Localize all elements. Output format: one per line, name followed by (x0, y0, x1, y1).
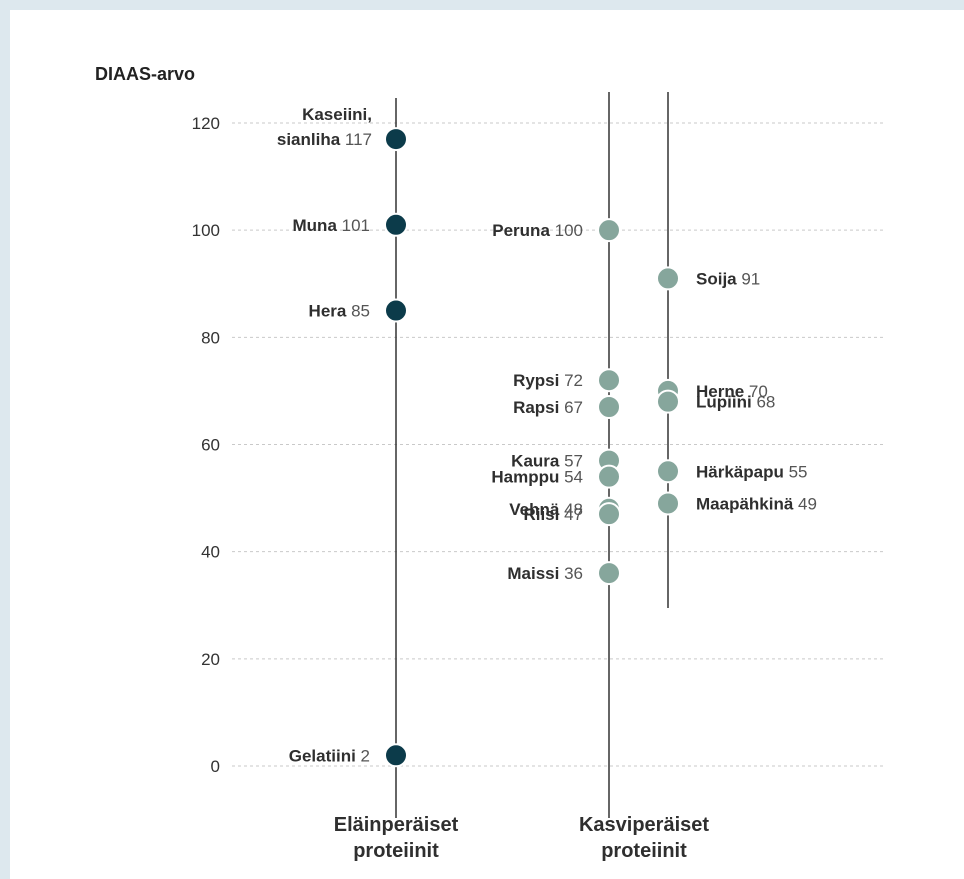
data-label: Maissi 36 (507, 564, 583, 583)
data-label: Vehnä 48 (509, 500, 583, 519)
data-labels: Kaseiini, sianliha 117 Muna 101 Hera 85 Gela… (277, 105, 817, 765)
data-point (597, 394, 621, 419)
y-tick-label: 80 (201, 328, 220, 347)
data-label: Peruna 100 (492, 221, 583, 240)
data-point (597, 561, 621, 586)
data-label: Kaseiini, (302, 105, 372, 124)
data-point (656, 266, 680, 291)
data-point (384, 743, 408, 768)
data-label: Riisi 47 (523, 505, 583, 524)
data-point (656, 491, 680, 516)
data-point (656, 389, 680, 414)
category-label: proteiinit (353, 840, 439, 862)
y-axis-label: DIAAS-arvo (95, 64, 195, 84)
data-point (597, 218, 621, 243)
data-label: sianliha 117 (277, 130, 372, 149)
data-label: Gelatiini 2 (289, 746, 370, 765)
data-label: Soija 91 (696, 269, 760, 288)
data-label: Hera 85 (309, 302, 370, 321)
data-point (656, 459, 680, 484)
data-point (384, 212, 408, 237)
data-point (597, 502, 621, 527)
y-tick-label: 100 (192, 221, 220, 240)
y-tick-label: 120 (192, 114, 220, 133)
data-label: Hamppu 54 (491, 468, 583, 487)
data-label: Herne 70 (696, 382, 768, 401)
chart-card: DIAAS-arvo 0 20 40 60 80 100 120 Kaseiini, sian… (10, 10, 964, 879)
data-label: Rypsi 72 (513, 371, 583, 390)
data-label: Muna 101 (293, 216, 370, 235)
data-label: Härkäpapu 55 (696, 462, 808, 481)
data-point (384, 298, 408, 323)
data-point (597, 464, 621, 489)
y-tick-label: 40 (201, 543, 220, 562)
grid: 0 20 40 60 80 100 120 (192, 114, 886, 776)
data-points (384, 127, 680, 768)
data-label: Maapähkinä 49 (696, 494, 817, 513)
category-label: Kasviperäiset (579, 814, 709, 836)
category-labels: Eläinperäiset proteiinit Kasviperäiset prot… (334, 814, 710, 862)
diaas-chart: DIAAS-arvo 0 20 40 60 80 100 120 Kaseiini, sian… (95, 64, 886, 862)
data-label: Lupiini 68 (696, 393, 775, 412)
category-label: Eläinperäiset (334, 814, 459, 836)
data-label: Kaura 57 (511, 452, 583, 471)
data-point (597, 368, 621, 393)
category-label: proteiinit (601, 840, 687, 862)
y-tick-label: 20 (201, 650, 220, 669)
y-tick-label: 60 (201, 436, 220, 455)
y-tick-label: 0 (211, 757, 220, 776)
data-label: Rapsi 67 (513, 398, 583, 417)
data-point (384, 127, 408, 152)
